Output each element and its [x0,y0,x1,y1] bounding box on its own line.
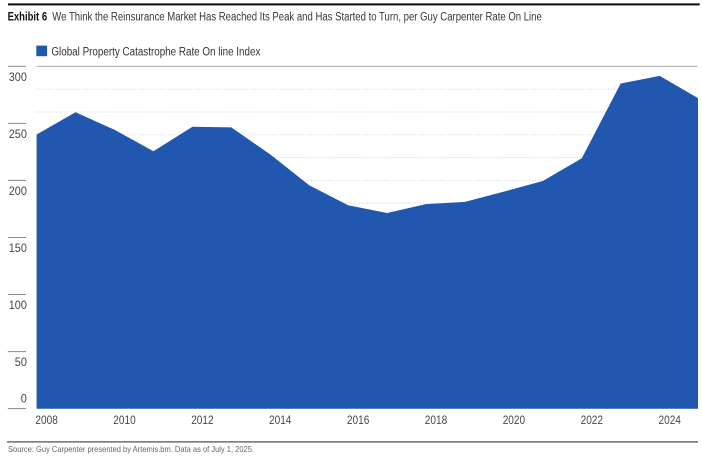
svg-text:We Think the Reinsurance Marke: We Think the Reinsurance Market Has Reac… [52,11,542,23]
svg-text:50: 50 [15,355,27,369]
svg-text:2020: 2020 [503,413,526,427]
svg-text:Source: Guy Carpenter presente: Source: Guy Carpenter presented by Artem… [8,444,254,454]
svg-text:2022: 2022 [581,413,604,427]
svg-text:100: 100 [9,298,27,312]
svg-text:2012: 2012 [191,413,214,427]
svg-text:300: 300 [9,70,27,84]
svg-text:Global Property Catastrophe Ra: Global Property Catastrophe Rate On line… [51,46,260,58]
svg-text:2016: 2016 [347,413,370,427]
svg-text:2010: 2010 [113,413,136,427]
svg-text:2014: 2014 [269,413,292,427]
svg-text:250: 250 [9,127,27,141]
svg-text:200: 200 [9,184,27,198]
svg-text:2024: 2024 [659,413,682,427]
svg-text:2018: 2018 [425,413,448,427]
svg-text:0: 0 [21,392,27,406]
svg-text:150: 150 [9,241,27,255]
svg-text:2008: 2008 [35,413,58,427]
svg-text:Exhibit 6: Exhibit 6 [8,11,48,23]
